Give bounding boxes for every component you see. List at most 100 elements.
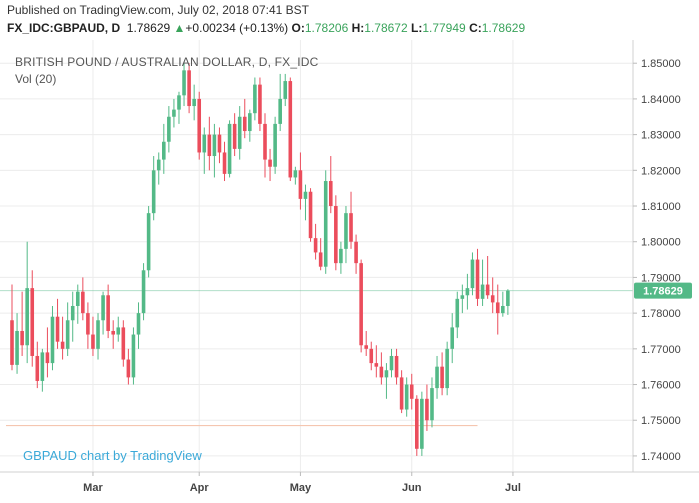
candle-body xyxy=(70,305,75,321)
price-axis[interactable]: 1.74000 1.75000 1.76000 1.77000 1.78000 1.790… xyxy=(633,58,681,463)
candle-body xyxy=(25,288,29,346)
candle-body xyxy=(75,291,80,306)
grid xyxy=(0,40,633,472)
y-tick-label: 1.77000 xyxy=(641,344,681,356)
candle-body xyxy=(162,141,166,160)
candle-body xyxy=(60,341,65,349)
watermark[interactable]: GBPAUD chart by TradingView xyxy=(23,448,202,463)
candle-body xyxy=(425,398,429,421)
symbol-label: FX_IDC:GBPAUD, D xyxy=(7,21,121,35)
candle-body xyxy=(435,366,439,389)
y-tick-label: 1.81000 xyxy=(641,201,681,213)
candle-body xyxy=(86,313,90,335)
candle-body xyxy=(283,81,288,99)
candle-body xyxy=(506,290,510,306)
candle-body xyxy=(10,320,14,365)
candle-body xyxy=(35,355,40,381)
candle-body xyxy=(303,191,308,199)
candle-body xyxy=(374,363,379,367)
candle-body xyxy=(389,355,394,371)
high-value: 1.78672 xyxy=(364,21,408,35)
candle-body xyxy=(450,327,455,349)
candle-body xyxy=(359,263,363,346)
candle-body xyxy=(323,181,328,267)
candle-body xyxy=(167,116,171,142)
y-tick-label: 1.74000 xyxy=(641,451,681,463)
candles xyxy=(10,63,510,456)
candle-body xyxy=(111,330,115,335)
candle-body xyxy=(288,81,293,178)
x-tick-label: May xyxy=(290,482,312,494)
last-price-tag: 1.78629 xyxy=(634,282,692,299)
volume-indicator-label[interactable]: Vol (20) xyxy=(15,72,57,86)
published-note: Published on TradingView.com, July 02, 2… xyxy=(7,3,309,17)
candle-body xyxy=(197,98,202,153)
candle-body xyxy=(268,159,272,167)
high-label: H: xyxy=(351,21,365,35)
candlestick-chart[interactable]: 1.74000 1.75000 1.76000 1.77000 1.78000 1.790… xyxy=(0,40,699,503)
last-price-tag-box xyxy=(634,282,692,299)
chart-title: BRITISH POUND / AUSTRALIAN DOLLAR, D, FX… xyxy=(15,55,319,69)
y-tick-label: 1.76000 xyxy=(641,380,681,392)
candle-body xyxy=(101,295,105,321)
candle-body xyxy=(116,327,121,335)
candle-body xyxy=(475,259,480,299)
candle-body xyxy=(384,370,389,378)
candle-body xyxy=(485,284,490,296)
candle-body xyxy=(339,248,343,264)
up-arrow-icon: ▲ xyxy=(173,21,186,35)
candle-body xyxy=(501,305,505,314)
y-tick-label: 1.82000 xyxy=(641,165,681,177)
y-tick-label: 1.75000 xyxy=(641,415,681,427)
candle-body xyxy=(334,206,338,264)
candle-body xyxy=(207,134,212,157)
candle-body xyxy=(131,334,136,378)
y-tick-label: 1.80000 xyxy=(641,237,681,249)
candle-body xyxy=(136,313,141,335)
candle-body xyxy=(232,123,237,149)
last-price-tag-label: 1.78629 xyxy=(643,286,683,298)
candle-body xyxy=(96,320,100,349)
candle-body xyxy=(146,213,151,271)
time-axis[interactable]: Mar Apr May Jun Jul xyxy=(83,472,521,494)
change-text: +0.00234 (+0.13%) xyxy=(185,21,289,35)
candle-body xyxy=(349,213,353,242)
candle-body xyxy=(293,170,298,178)
y-tick-label: 1.83000 xyxy=(641,130,681,142)
quote-line: FX_IDC:GBPAUD, D 1.78629 ▲+0.00234 (+0.1… xyxy=(7,21,525,35)
candle-body xyxy=(182,70,186,96)
candle-body xyxy=(379,366,384,378)
open-label: O: xyxy=(291,21,305,35)
candle-body xyxy=(91,334,95,349)
low-value: 1.77949 xyxy=(422,21,466,35)
candle-body xyxy=(222,152,227,174)
candle-body xyxy=(420,398,424,449)
candle-body xyxy=(65,320,70,349)
candle-body xyxy=(151,170,156,214)
y-tick-label: 1.79000 xyxy=(641,272,681,284)
candle-body xyxy=(415,398,419,449)
candle-body xyxy=(50,316,55,364)
candle-body xyxy=(455,298,460,328)
candle-body xyxy=(263,123,267,160)
candle-body xyxy=(399,377,404,410)
candle-body xyxy=(369,348,374,364)
candle-body xyxy=(126,359,131,378)
candle-body xyxy=(308,191,313,239)
candle-body xyxy=(430,388,434,421)
candle-body xyxy=(81,291,85,314)
candle-body xyxy=(40,352,45,381)
candle-body xyxy=(460,295,465,299)
candle-body xyxy=(30,288,35,356)
x-tick-label: Jun xyxy=(402,482,422,494)
candle-body xyxy=(480,284,485,299)
candle-body xyxy=(217,134,222,153)
candle-body xyxy=(253,84,257,114)
candle-body xyxy=(440,366,444,389)
candle-body xyxy=(141,270,146,314)
candle-body xyxy=(495,302,500,314)
candle-body xyxy=(273,123,277,167)
candle-body xyxy=(156,159,161,171)
levels xyxy=(0,290,633,427)
candle-body xyxy=(470,259,475,289)
